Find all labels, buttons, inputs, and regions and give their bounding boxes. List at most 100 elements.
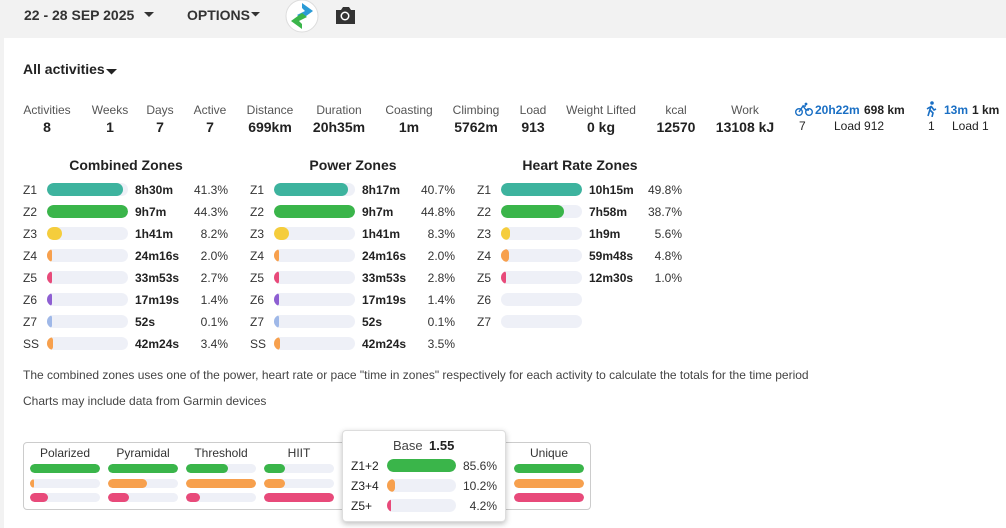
model-bar: [186, 493, 200, 502]
ride-icon: [795, 102, 813, 116]
model-bar: [514, 464, 584, 473]
zone-label: Z5: [250, 271, 265, 285]
zone-bar: [274, 183, 348, 196]
zone-percent: 2.7%: [200, 271, 228, 285]
zone-label: Z4: [23, 249, 38, 263]
date-range[interactable]: 22 - 28 SEP 2025: [24, 7, 135, 23]
zone-label: Z4: [477, 249, 492, 263]
zone-time: 33m53s: [135, 271, 180, 285]
tooltip-bar: [387, 499, 391, 512]
zone-track: [501, 183, 582, 196]
zone-label: Z1: [250, 183, 265, 197]
zone-track: [47, 337, 128, 350]
zone-time: 9h7m: [135, 205, 167, 219]
model-bar: [108, 464, 178, 473]
zone-track: [274, 227, 355, 240]
model-track: [108, 464, 178, 473]
tooltip-score: 1.55: [429, 438, 455, 453]
distribution-panel: [23, 442, 591, 510]
tooltip-track: [387, 479, 456, 492]
zone-bar: [501, 271, 506, 284]
model-track: [30, 478, 100, 488]
tooltip-bar: [387, 479, 396, 492]
zone-time: 33m53s: [362, 271, 407, 285]
sport-load: Load 1: [952, 119, 989, 133]
stat-label: Distance: [246, 103, 294, 117]
sport-distance: 1 km: [972, 103, 1000, 117]
model-track: [514, 493, 584, 502]
caret[interactable]: [106, 69, 117, 75]
zone-percent: 1.4%: [427, 293, 455, 307]
zone-time: 24m16s: [135, 249, 180, 263]
caret[interactable]: [251, 12, 260, 18]
zone-track: [47, 183, 128, 196]
run-icon: [926, 101, 937, 117]
tooltip-percent: 85.6%: [462, 459, 497, 473]
zone-label: Z6: [250, 293, 265, 307]
tooltip-track: [387, 459, 456, 472]
zone-label: Z1: [477, 183, 492, 197]
zone-label: Z3: [23, 227, 38, 241]
zone-percent: 1.4%: [200, 293, 228, 307]
zone-percent: 4.8%: [654, 249, 682, 263]
model-bar: [264, 478, 285, 488]
zone-label: Z4: [250, 249, 265, 263]
zone-label: Z6: [477, 293, 492, 307]
zone-time: 42m24s: [135, 337, 180, 351]
zone-bar: [274, 315, 279, 328]
tooltip: Base 1.55 Z1+2 85.6% Z3+4 10.2% Z5+ 4.2%: [342, 430, 506, 522]
zone-time: 17m19s: [362, 293, 407, 307]
stat-value: 5762m: [454, 119, 498, 135]
model-bar: [186, 464, 228, 473]
logo[interactable]: [285, 0, 319, 33]
zone-bar: [47, 293, 52, 306]
zone-time: 59m48s: [589, 249, 634, 263]
model-track: [108, 478, 178, 488]
sport-count: 7: [799, 119, 806, 133]
zone-track: [501, 315, 582, 328]
zone-label: SS: [23, 337, 40, 351]
zone-time: 7h58m: [589, 205, 628, 219]
activity-filter[interactable]: All activities: [23, 61, 105, 77]
zone-label: SS: [250, 337, 267, 351]
zone-percent: 49.8%: [647, 183, 682, 197]
zone-bar: [274, 227, 289, 240]
sport-distance: 698 km: [864, 103, 905, 117]
caret[interactable]: [144, 12, 154, 18]
zone-label: Z7: [250, 315, 265, 329]
stat-value: 1m: [398, 119, 420, 135]
zone-time: 12m30s: [589, 271, 634, 285]
model-track: [264, 493, 334, 502]
zone-bar: [501, 227, 511, 240]
model-track: [186, 493, 256, 502]
model-track: [30, 493, 100, 502]
zone-percent: 41.3%: [193, 183, 228, 197]
zone-track: [274, 205, 355, 218]
zone-label: Z2: [250, 205, 265, 219]
stat-value: 7: [206, 119, 214, 135]
stat-value: 13108 kJ: [715, 119, 775, 135]
model-bar: [514, 493, 584, 502]
stat-label: Active: [193, 103, 227, 117]
zone-time: 1h9m: [589, 227, 621, 241]
model-track: [264, 464, 334, 473]
zone-percent: 40.7%: [420, 183, 455, 197]
model-track: [186, 478, 256, 488]
model-bar: [30, 464, 100, 473]
sport-duration: 20h22m: [815, 103, 860, 117]
zone-track: [274, 183, 355, 196]
note: The combined zones uses one of the power…: [23, 368, 809, 382]
options-menu[interactable]: OPTIONS: [187, 7, 251, 23]
zone-time: 52s: [362, 315, 383, 329]
zone-track: [274, 249, 355, 262]
stat-label: Coasting: [385, 103, 433, 117]
zone-percent: 0.1%: [427, 315, 455, 329]
zone-label: Z6: [23, 293, 38, 307]
zone-time: 24m16s: [362, 249, 407, 263]
stat-value: 7: [156, 119, 164, 135]
model-bar: [264, 493, 334, 502]
camera-icon[interactable]: [334, 5, 356, 25]
zone-track: [501, 271, 582, 284]
stat-value: 1: [106, 119, 114, 135]
stat-value: 12570: [656, 119, 696, 135]
